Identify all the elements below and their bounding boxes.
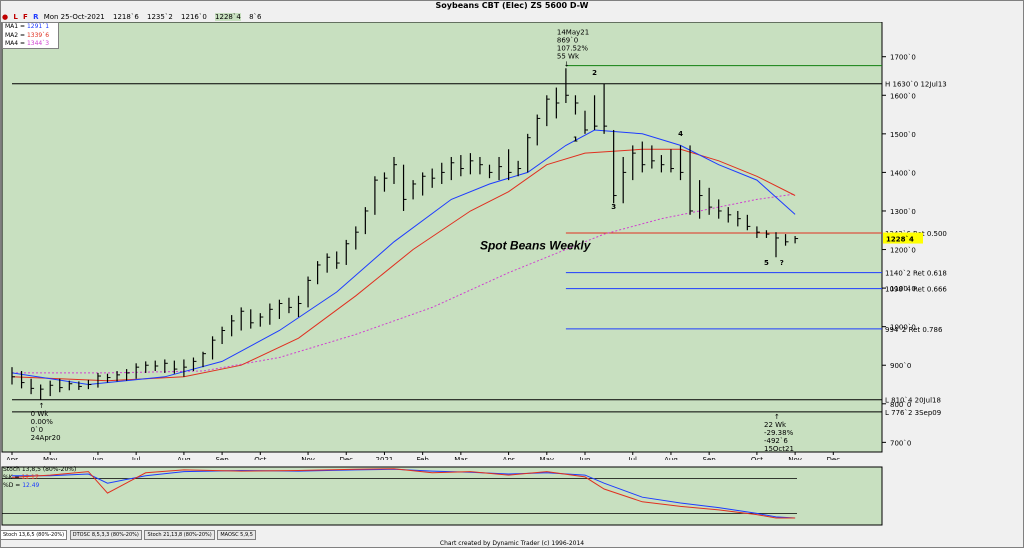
reference-line-label: 1098`4 Ret 0.666 <box>885 286 947 294</box>
bar-date: Mon 25-Oct-2021 <box>43 13 105 21</box>
x-tick-label: Sep <box>703 456 717 460</box>
ma2-legend-row: MA2 = 1339`6 <box>5 31 50 39</box>
reference-line-label: L 810`4 20Jul18 <box>885 397 941 405</box>
x-tick-label: Aug <box>177 456 191 460</box>
x-tick-label: Dec <box>827 456 841 460</box>
plot-area <box>1 22 883 453</box>
wave-label: ? <box>780 259 784 267</box>
x-tick-label: Sep <box>215 456 229 460</box>
stoch-k-line <box>11 468 796 519</box>
x-tick-label: Mar <box>454 456 467 460</box>
high-annotation: 869`0 <box>557 36 578 44</box>
y-tick-label: 1000`0 <box>890 324 916 332</box>
ma4-line <box>12 193 796 374</box>
x-tick-label: Jun <box>579 456 591 460</box>
high-annotation: 107.52% <box>557 44 588 52</box>
x-tick-label: Nov <box>788 456 802 460</box>
tab-maosc[interactable]: MAOSC 5,9,5 <box>217 530 256 540</box>
low2-annotation: -29.38% <box>764 429 794 437</box>
x-tick-label: May <box>43 456 57 460</box>
low-arrow-icon: ↑ <box>39 402 45 410</box>
indicator-tabs: Stoch 13,6,5 (80%-20%) DTOSC 8,5,3,3 (80… <box>0 530 257 540</box>
wave-label: 4 <box>678 130 683 138</box>
tab-stoch-21[interactable]: Stoch 21,13,8 (80%-20%) <box>144 530 215 540</box>
bar-low: 1216`0 <box>181 13 207 21</box>
reference-line-label: L 776`2 3Sep09 <box>885 409 941 417</box>
low-annotation: 0.00% <box>31 418 54 426</box>
bar-close: 1228`4 <box>215 13 241 21</box>
high-arrow-icon: ↓ <box>564 60 570 68</box>
low-annotation: 24Apr20 <box>31 434 61 442</box>
x-tick-label: Oct <box>751 456 763 460</box>
stoch-legend: Stoch 13,8,5 (80%-20%) %K = 12.17 %D = 1… <box>3 466 76 490</box>
chart-annotation-title: Spot Beans Weekly <box>480 239 592 253</box>
reference-line-label: 1140`2 Ret 0.618 <box>885 270 947 278</box>
x-tick-label: Oct <box>254 456 266 460</box>
x-tick-label: Aug <box>664 456 678 460</box>
info-bar: ● L F R Mon 25-Oct-2021 1218`6 1235`2 12… <box>2 12 267 22</box>
low-annotation: 0 Wk <box>31 410 50 418</box>
bar-open: 1218`6 <box>113 13 139 21</box>
price-chart[interactable]: 1700`01600`01500`01400`01300`01200`01100… <box>0 22 1024 460</box>
stoch-k-row: %K = 12.17 <box>3 474 39 481</box>
y-tick-label: 700`0 <box>890 439 911 447</box>
lock-icon[interactable]: ● <box>2 13 9 21</box>
bar-change: 8`6 <box>249 13 262 21</box>
low2-annotation: 15Oct21 <box>764 445 794 453</box>
y-tick-label: 800`0 <box>890 401 911 409</box>
wave-label: 5 <box>764 259 769 267</box>
stoch-title: Stoch 13,8,5 (80%-20%) <box>3 466 77 473</box>
y-tick-label: 1500`0 <box>890 131 916 139</box>
x-tick-label: 2021 <box>376 456 394 460</box>
y-tick-label: 900`0 <box>890 362 911 370</box>
y-tick-label: 1700`0 <box>890 54 916 62</box>
x-tick-label: Jun <box>91 456 103 460</box>
x-tick-label: Nov <box>301 456 315 460</box>
ma-legend: MA1 = 1291`1 MA2 = 1339`6 MA4 = 1344`3 <box>2 22 59 49</box>
chart-title: Soybeans CBT (Elec) ZS 5600 D-W <box>435 1 589 10</box>
x-tick-label: Feb <box>416 456 429 460</box>
stoch-d-row: %D = 12.49 <box>3 482 40 489</box>
last-price-label: 1228`4 <box>886 236 914 244</box>
low2-arrow-icon: ↑ <box>774 413 780 421</box>
y-tick-label: 1600`0 <box>890 92 916 100</box>
wave-label: 3 <box>611 203 616 211</box>
x-tick-label: Apr <box>503 456 515 460</box>
stoch-panel[interactable] <box>0 465 1024 530</box>
toolbar-icon-f[interactable]: F <box>23 13 28 21</box>
low2-annotation: 22 Wk <box>764 421 787 429</box>
reference-line-label: H 1630`0 12Jul13 <box>885 81 947 89</box>
wave-label: 1 <box>573 136 578 144</box>
stoch-d-line <box>12 468 796 519</box>
y-tick-label: 1200`0 <box>890 247 916 255</box>
low-annotation: 0`0 <box>31 426 43 434</box>
wave-label: 2 <box>592 69 597 77</box>
tab-stoch-13[interactable]: Stoch 13,6,5 (80%-20%) <box>0 530 68 540</box>
y-tick-label: 1300`0 <box>890 208 916 216</box>
x-tick-label: Jul <box>628 456 638 460</box>
footer-credit: Chart created by Dynamic Trader (c) 1996… <box>439 540 585 547</box>
last-price-marker <box>883 232 923 244</box>
x-tick-label: Dec <box>339 456 353 460</box>
y-tick-label: 1100`0 <box>890 285 916 293</box>
high-annotation: 14May21 <box>557 28 589 36</box>
bar-high: 1235`2 <box>147 13 173 21</box>
ma4-legend-row: MA4 = 1344`3 <box>5 40 50 47</box>
high-annotation: 55 Wk <box>557 52 580 60</box>
toolbar-icon-l[interactable]: L <box>13 13 18 21</box>
low2-annotation: -492`6 <box>764 437 788 445</box>
x-tick-label: Jul <box>131 456 141 460</box>
tab-dtosc[interactable]: DTOSC 8,5,3,3 (80%-20%) <box>69 530 142 540</box>
ma1-legend-row: MA1 = 1291`1 <box>5 23 50 30</box>
reference-line-label: 994`2 Ret 0.786 <box>885 326 943 334</box>
y-tick-label: 1400`0 <box>890 169 916 177</box>
x-tick-label: Apr <box>6 456 18 460</box>
toolbar-icon-r[interactable]: R <box>33 13 39 21</box>
x-tick-label: May <box>540 456 554 460</box>
stoch-plot-area <box>1 466 883 526</box>
